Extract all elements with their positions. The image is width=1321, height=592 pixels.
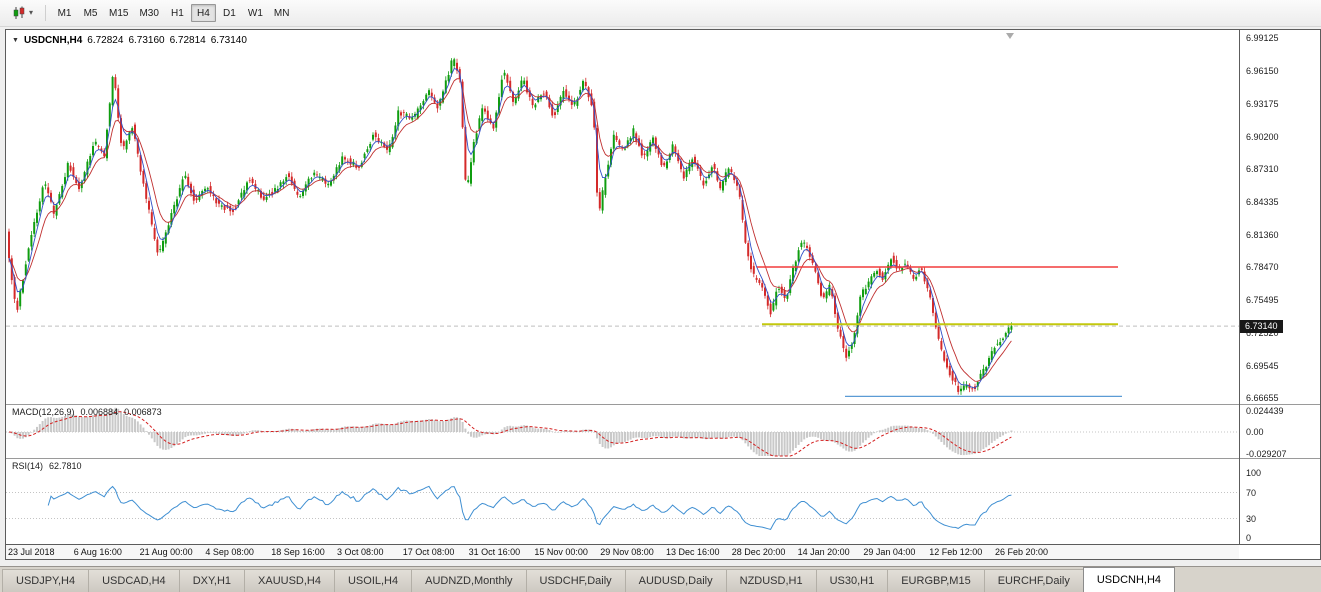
axis-label: 6.99125 [1246,33,1279,43]
time-axis-label: 18 Sep 16:00 [271,547,325,557]
timeframe-button-m1[interactable]: M1 [57,8,72,19]
macd-signal-value: 0.006873 [124,407,162,417]
time-axis-label: 6 Aug 16:00 [73,547,122,557]
time-axis-label: 23 Jul 2018 [8,547,55,557]
panel-splitter-macd[interactable] [6,404,1320,405]
axis-label: 6.66655 [1246,393,1279,403]
price-axis-separator [1239,30,1240,544]
current-price-badge: 6.73140 [1240,319,1283,333]
time-axis[interactable]: 23 Jul 2018 6 Aug 16:00 21 Aug 00:00 4 Sep … [6,545,1239,559]
time-axis-label: 26 Feb 20:00 [995,547,1049,557]
time-axis-label: 4 Sep 08:00 [205,547,254,557]
axis-label: 6.84335 [1246,196,1279,207]
ma-red-line [8,78,1012,382]
rsi-line [47,485,1012,530]
axis-label: 6.72520 [1246,327,1279,338]
timeframe-button-w1[interactable]: W1 [247,8,263,19]
symbol-name: USDCNH,H4 [23,35,83,46]
price-low: 6.72814 [169,35,206,46]
macd-label: MACD(12,26,9) 0.006884 0.006873 [12,407,162,417]
price-open: 6.72824 [87,35,124,46]
rsi-panel[interactable] [6,459,1239,544]
time-axis-label: 17 Oct 08:00 [402,547,455,557]
timeframe-button-m15[interactable]: M15 [109,8,129,19]
chart-tab-audnzd-monthly[interactable]: AUDNZD,Monthly [411,569,527,592]
time-axis-label: 31 Oct 16:00 [468,547,521,557]
timeframe-button-m5[interactable]: M5 [83,8,98,19]
time-axis-label: 29 Jan 04:00 [863,547,916,557]
rsi-label: RSI(14) 62.7810 [12,461,82,471]
axis-label: 0.00 [1246,426,1264,437]
axis-label: 6.93175 [1246,98,1279,109]
axis-label: 100 [1246,468,1262,478]
macd-signal-line [8,411,1012,457]
timeframe-button-h4[interactable]: H4 [190,4,216,22]
chart-tab-usdchf-daily[interactable]: USDCHF,Daily [525,569,626,592]
macd-indicator-name: MACD(12,26,9) [12,407,75,417]
chart-tabs-bar: USDJPY,H4 USDCAD,H4 DXY,H1 XAUUSD,H4 USOIL,H… [0,566,1321,592]
macd-main-value: 0.006884 [80,407,119,417]
time-axis-label: 14 Jan 20:00 [797,547,850,557]
macd-panel[interactable] [6,405,1239,458]
axis-label: 30 [1246,513,1257,524]
chart-tab-us30-h1[interactable]: US30,H1 [815,569,889,592]
timeframe-group: M1 M5 M15 M30 H1 H4 D1 W1 MN [52,4,294,22]
axis-label: 6.87310 [1246,163,1279,174]
axis-label: 6.78470 [1246,262,1279,272]
chart-tab-usdcnh-h4[interactable]: USDCNH,H4 [1082,567,1176,592]
chart-shift-marker[interactable] [1006,33,1014,39]
chart-tab-usoil-h4[interactable]: USOIL,H4 [333,569,413,592]
price-high: 6.73160 [128,35,165,46]
axis-label: -0.029207 [1246,449,1287,459]
price-chart[interactable] [6,30,1239,404]
symbol-dropdown-icon[interactable]: ▼ [12,37,19,44]
axis-label: 0.024439 [1246,406,1284,416]
chart-tab-eurchf-daily[interactable]: EURCHF,Daily [983,569,1084,592]
axis-label: 6.90200 [1246,131,1279,142]
axis-label: 6.75495 [1246,294,1279,305]
chart-tab-dxy-h1[interactable]: DXY,H1 [178,569,246,592]
time-axis-label: 12 Feb 12:00 [929,547,983,557]
chevron-down-icon: ▾ [29,8,34,17]
time-axis-label: 13 Dec 16:00 [666,547,720,557]
chart-window: ▼ USDCNH,H4 6.72824 6.73160 6.72814 6.73… [5,29,1321,560]
rsi-value: 62.7810 [49,461,82,471]
chart-tab-audusd-daily[interactable]: AUDUSD,Daily [624,569,727,592]
axis-label: 6.81360 [1246,229,1279,240]
timeframe-button-m30[interactable]: M30 [139,8,159,19]
chart-tab-xauusd-h4[interactable]: XAUUSD,H4 [244,569,335,592]
time-axis-label: 28 Dec 20:00 [731,547,786,557]
time-axis-separator [6,544,1320,545]
axis-label: 6.69545 [1246,360,1279,371]
time-axis-label: 29 Nov 08:00 [600,547,654,557]
chart-header: ▼ USDCNH,H4 6.72824 6.73160 6.72814 6.73… [12,35,247,46]
axis-label: 70 [1246,487,1257,498]
panel-splitter-rsi[interactable] [6,458,1320,459]
time-axis-label: 3 Oct 08:00 [337,547,384,557]
toolbar-separator [45,5,47,21]
candles-layer [8,57,1013,395]
timeframe-button-mn[interactable]: MN [273,8,290,19]
chart-tab-nzdusd-h1[interactable]: NZDUSD,H1 [725,569,817,592]
axis-label: 6.96150 [1246,65,1279,76]
rsi-indicator-name: RSI(14) [12,461,44,471]
time-axis-label: 21 Aug 00:00 [139,547,193,557]
price-close: 6.73140 [210,35,247,46]
chart-tab-usdjpy-h4[interactable]: USDJPY,H4 [2,569,90,592]
chart-tab-usdcad-h4[interactable]: USDCAD,H4 [88,569,180,592]
timeframe-button-d1[interactable]: D1 [223,8,236,19]
chart-tab-eurgbp-m15[interactable]: EURGBP,M15 [887,569,985,592]
candlestick-chart-icon [13,6,25,19]
axis-label: 0 [1246,533,1252,543]
timeframe-button-h1[interactable]: H1 [171,8,184,19]
top-toolbar: ▾ M1 M5 M15 M30 H1 H4 D1 W1 MN [0,0,1321,27]
chart-type-button[interactable]: ▾ [6,2,39,24]
time-axis-label: 15 Nov 00:00 [534,547,588,557]
price-axis[interactable]: 6.99125 6.96150 6.93175 6.90200 6.87310 6.843… [1240,30,1320,544]
ma-blue-line [8,68,1012,389]
